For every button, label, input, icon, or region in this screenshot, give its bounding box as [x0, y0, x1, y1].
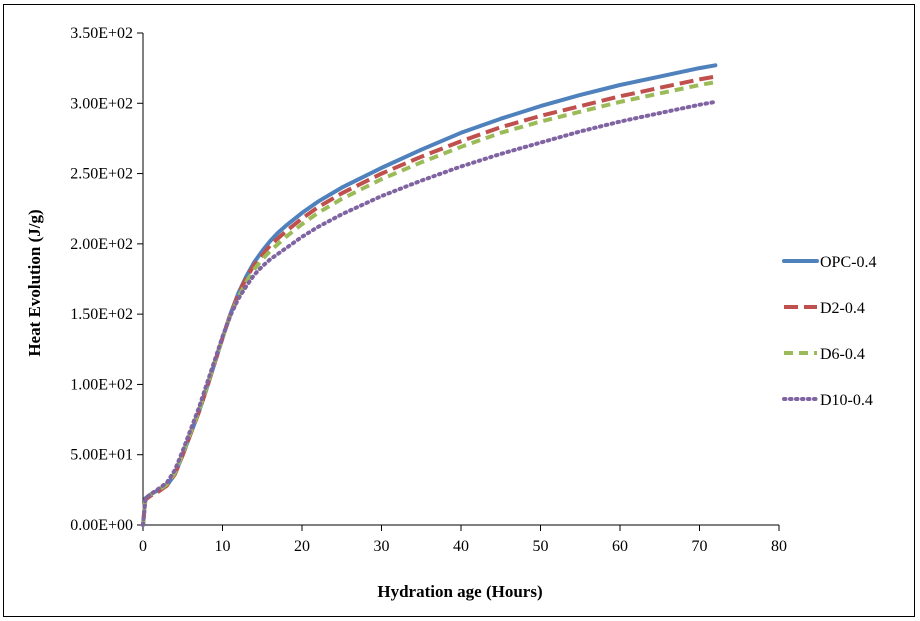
x-tick-label: 0 — [139, 538, 147, 555]
y-tick-label: 3.00E+02 — [70, 95, 133, 112]
chart-frame — [3, 4, 915, 617]
y-tick-label: 1.50E+02 — [70, 306, 133, 323]
x-axis-title: Hydration age (Hours) — [377, 582, 542, 601]
x-tick-label: 10 — [215, 538, 231, 555]
x-tick-label: 70 — [692, 538, 708, 555]
legend-label-1: OPC-0.4 — [820, 254, 876, 271]
y-tick-label: 1.00E+02 — [70, 376, 133, 393]
legend-label-2: D2-0.4 — [820, 300, 865, 317]
y-tick-label: 3.50E+02 — [70, 25, 133, 42]
x-tick-label: 30 — [374, 538, 390, 555]
y-tick-label: 5.00E+01 — [70, 447, 133, 464]
y-tick-label: 2.00E+02 — [70, 236, 133, 253]
series-layer — [141, 63, 718, 527]
x-tick-label: 40 — [453, 538, 469, 555]
y-tick-label: 2.50E+02 — [70, 166, 133, 183]
y-tick-label: 0.00E+00 — [70, 517, 133, 534]
x-tick-label: 60 — [612, 538, 628, 555]
legend: OPC-0.4 D2-0.4 D6-0.4 D10-0.4 — [782, 254, 876, 409]
legend-label-3: D6-0.4 — [820, 346, 865, 363]
x-tick-label: 50 — [533, 538, 549, 555]
x-tick-label: 80 — [771, 538, 787, 555]
series-line-1 — [141, 63, 718, 527]
y-axis-title: Heat Evolution (J/g) — [25, 209, 44, 356]
series-line-2 — [141, 74, 716, 526]
y-axis-ticks: 0.00E+00 5.00E+01 1.00E+02 1.50E+02 2.00E+02… — [70, 25, 143, 534]
x-tick-label: 20 — [294, 538, 310, 555]
series-line-4 — [141, 99, 718, 527]
x-axis-ticks: 0 10 20 30 40 50 60 70 80 — [139, 525, 787, 555]
series-line-3 — [141, 80, 716, 526]
legend-label-4: D10-0.4 — [820, 392, 873, 409]
